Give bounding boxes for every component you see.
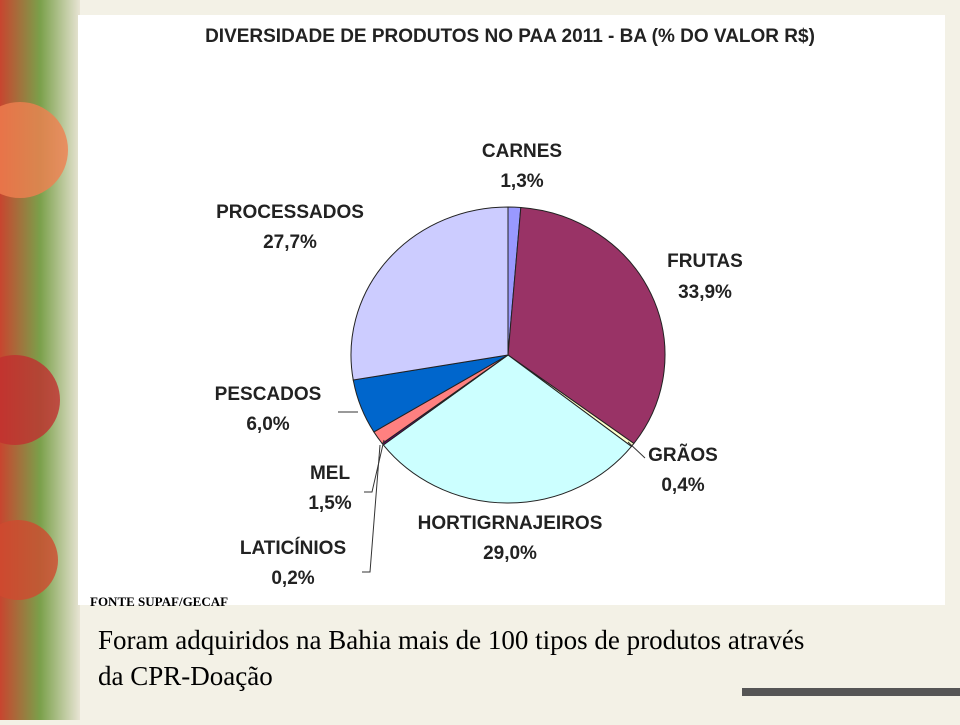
slice-value: 1,3%	[500, 171, 543, 192]
decor-fruit	[0, 102, 68, 198]
leader-line	[627, 441, 646, 459]
pie-slice	[382, 354, 633, 504]
slice-name: PESCADOS	[215, 384, 322, 405]
slice-name: GRÃOS	[648, 444, 718, 466]
slice-name: PROCESSADOS	[216, 202, 364, 223]
slice-value: 0,4%	[661, 475, 704, 496]
decor-fruit	[0, 355, 60, 445]
slice-name: HORTIGRNAJEIROS	[418, 513, 603, 534]
slice-name: CARNES	[482, 141, 562, 162]
pie-slice	[350, 206, 509, 381]
slice-value: 1,5%	[308, 493, 351, 514]
caption-line: da CPR-Doação	[98, 661, 273, 691]
decor-bar	[742, 688, 960, 696]
slice-value: 27,7%	[263, 232, 317, 253]
slice-value: 0,2%	[271, 568, 314, 589]
slice-name: FRUTAS	[667, 251, 743, 272]
decor-fruit	[0, 520, 58, 600]
pie-slice	[507, 206, 666, 445]
caption-line: Foram adquiridos na Bahia mais de 100 ti…	[98, 625, 804, 655]
source: FONTE SUPAF/GECAF	[90, 594, 228, 609]
slice-name: LATICÍNIOS	[240, 537, 346, 559]
leader-line	[364, 439, 385, 493]
slice-name: MEL	[310, 463, 351, 484]
leaders	[338, 411, 646, 573]
slice-value: 6,0%	[246, 414, 289, 435]
chart-title: DIVERSIDADE DE PRODUTOS NO PAA 2011 - BA…	[205, 26, 815, 47]
slice-value: 29,0%	[483, 543, 537, 564]
pie	[350, 206, 666, 504]
slice-value: 33,9%	[678, 282, 732, 303]
labels: CARNES 1,3% FRUTAS 33,9% GRÃOS 0,4% HORTIGRNAJ…	[215, 141, 743, 589]
leader-line	[362, 444, 381, 573]
